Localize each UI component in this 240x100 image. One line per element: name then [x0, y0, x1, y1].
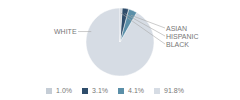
html-text:3.1%: 3.1%	[92, 87, 108, 94]
svg-text:HISPANIC: HISPANIC	[166, 33, 199, 40]
svg-text:WHITE: WHITE	[54, 28, 77, 35]
html-text:91.8%: 91.8%	[164, 87, 184, 94]
html-text:1.0%: 1.0%	[56, 87, 73, 94]
svg-text:BLACK: BLACK	[166, 41, 189, 48]
html-text:4.1%: 4.1%	[128, 87, 144, 94]
svg-text:ASIAN: ASIAN	[166, 25, 187, 32]
